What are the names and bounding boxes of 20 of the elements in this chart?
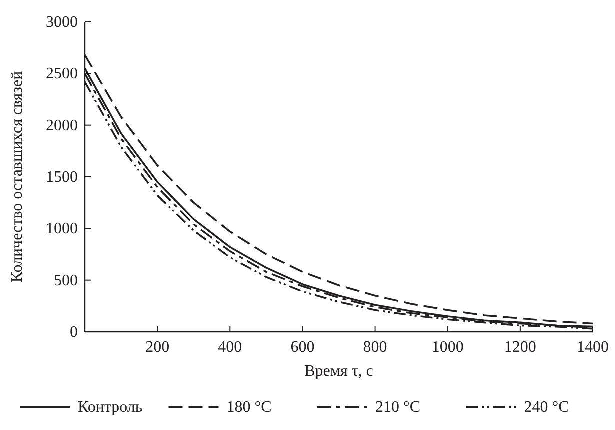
x-tick-label: 1000 bbox=[432, 339, 464, 356]
y-tick-label: 2500 bbox=[46, 66, 78, 83]
y-tick-label: 1000 bbox=[46, 220, 78, 238]
legend-label: Контроль bbox=[78, 399, 143, 416]
legend-label: 180 °C bbox=[226, 399, 272, 416]
y-tick-label: 0 bbox=[70, 324, 78, 341]
y-axis-title: Количество оставшихся связей bbox=[9, 70, 26, 283]
x-tick-label: 600 bbox=[290, 339, 315, 356]
legend-label: 210 °C bbox=[376, 399, 421, 416]
x-tick-label: 200 bbox=[146, 339, 170, 356]
y-tick-label: 500 bbox=[54, 272, 78, 290]
x-axis-title: Время τ, с bbox=[304, 363, 374, 380]
x-tick-label: 400 bbox=[218, 339, 242, 356]
x-tick-label: 1200 bbox=[504, 339, 536, 356]
y-tick-label: 2000 bbox=[46, 117, 78, 134]
x-tick-label: 800 bbox=[363, 339, 388, 356]
legend-label: 240 °C bbox=[524, 399, 570, 416]
y-tick-label: 1500 bbox=[46, 169, 78, 186]
y-tick-label: 3000 bbox=[46, 14, 78, 31]
x-tick-label: 1400 bbox=[577, 339, 609, 356]
